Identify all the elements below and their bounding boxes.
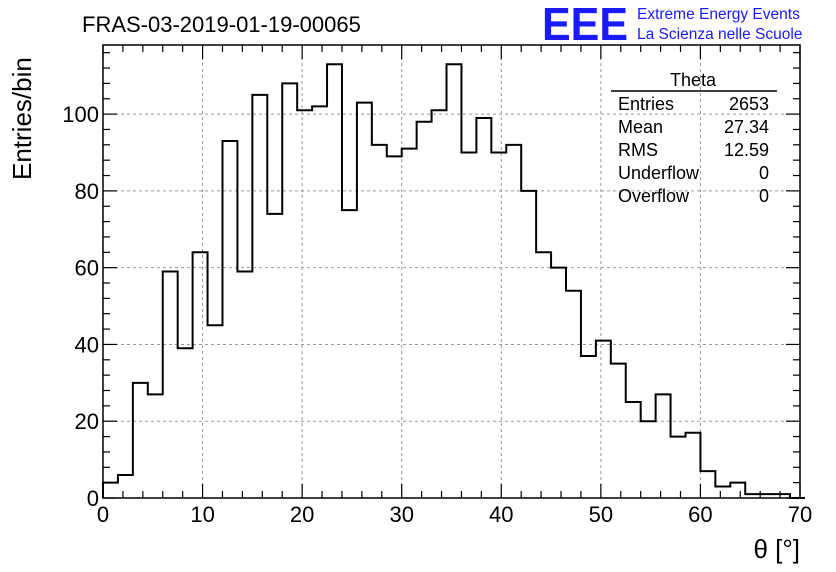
x-tick-label: 60 bbox=[688, 502, 712, 527]
stats-row-value: 0 bbox=[759, 186, 769, 206]
stats-row-value: 0 bbox=[759, 163, 769, 183]
grid bbox=[103, 45, 800, 498]
y-axis-label: Entries/bin bbox=[7, 57, 37, 180]
stats-row-label: Entries bbox=[618, 94, 674, 114]
stats-row-label: Underflow bbox=[618, 163, 700, 183]
x-tick-label: 70 bbox=[788, 502, 812, 527]
histogram-outline bbox=[102, 63, 805, 499]
x-tick-label: 50 bbox=[589, 502, 613, 527]
eee-logo-line2: La Scienza nelle Scuole bbox=[637, 26, 802, 43]
stats-row-label: Mean bbox=[618, 117, 663, 137]
x-tick-label: 10 bbox=[190, 502, 214, 527]
y-tick-labels: 0 20 40 60 80 100 bbox=[62, 102, 99, 511]
y-tick-label: 40 bbox=[75, 332, 99, 357]
x-axis-label: θ [°] bbox=[753, 534, 800, 564]
stats-rows: Entries 2653 Mean 27.34 RMS 12.59 Underflow 0 Ov… bbox=[618, 94, 769, 206]
eee-logo-line1: Extreme Energy Events bbox=[637, 6, 800, 23]
y-tick-label: 80 bbox=[75, 179, 99, 204]
stats-box: Theta Entries 2653 Mean 27.34 RMS 12.59 Underf… bbox=[611, 70, 777, 206]
run-title: FRAS-03-2019-01-19-00065 bbox=[82, 12, 361, 37]
y-tick-label: 0 bbox=[87, 486, 99, 511]
x-tick-labels: 0 10 20 30 40 50 60 70 bbox=[97, 502, 812, 527]
stats-row-label: Overflow bbox=[618, 186, 690, 206]
stats-row-value: 12.59 bbox=[724, 140, 769, 160]
stats-box-title: Theta bbox=[670, 70, 717, 90]
x-tick-label: 0 bbox=[97, 502, 109, 527]
x-tick-label: 40 bbox=[489, 502, 513, 527]
eee-logo: EEE Extreme Energy Events La Scienza nel… bbox=[542, 0, 802, 50]
y-tick-label: 100 bbox=[62, 102, 99, 127]
stats-row-label: RMS bbox=[618, 140, 658, 160]
y-tick-label: 20 bbox=[75, 409, 99, 434]
eee-logo-mark: EEE bbox=[542, 0, 628, 50]
stats-row-value: 27.34 bbox=[724, 117, 769, 137]
y-tick-label: 60 bbox=[75, 256, 99, 281]
x-tick-label: 20 bbox=[290, 502, 314, 527]
stats-row-value: 2653 bbox=[729, 94, 769, 114]
x-tick-label: 30 bbox=[389, 502, 413, 527]
plot-frame bbox=[102, 44, 801, 499]
